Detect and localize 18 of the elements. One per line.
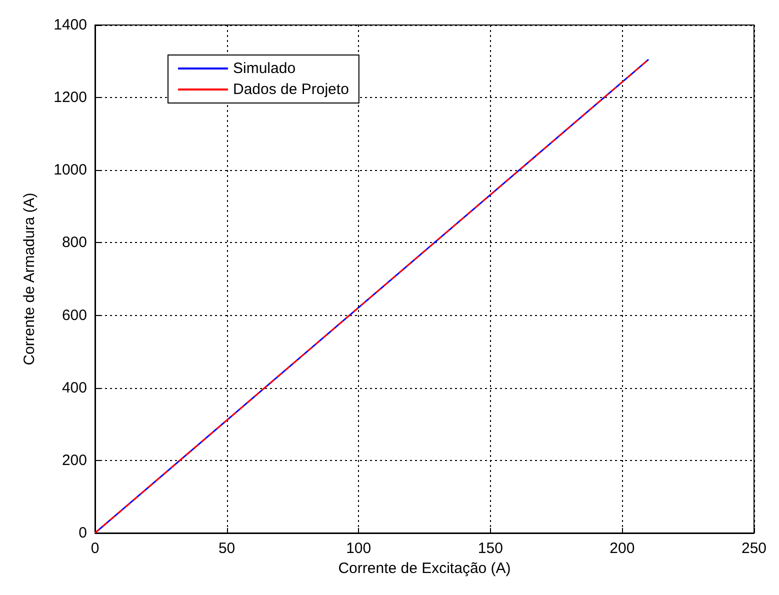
x-tick-label: 100 (346, 540, 372, 557)
y-tick-label: 1200 (54, 89, 87, 106)
y-tick-label: 600 (62, 306, 87, 324)
y-tick-label: 1000 (54, 162, 87, 179)
y-tick-label: 800 (62, 234, 87, 252)
x-tick-label: 150 (478, 540, 503, 557)
y-tick-label: 200 (62, 452, 87, 469)
legend-label: Simulado (233, 60, 296, 77)
legend-label: Dados de Projeto (233, 81, 349, 98)
x-tick-label: 0 (90, 540, 100, 557)
x-tick-label: 200 (610, 540, 635, 557)
x-tick-label: 250 (741, 540, 767, 557)
x-axis-title: Corrente de Excitação (A) (338, 560, 511, 577)
y-tick-label: 0 (78, 524, 87, 542)
x-tick-label: 50 (218, 540, 236, 557)
y-tick-label: 1400 (54, 16, 87, 34)
y-tick-label: 400 (62, 379, 87, 396)
y-axis-title: Corrente de Armadura (A) (21, 192, 38, 366)
